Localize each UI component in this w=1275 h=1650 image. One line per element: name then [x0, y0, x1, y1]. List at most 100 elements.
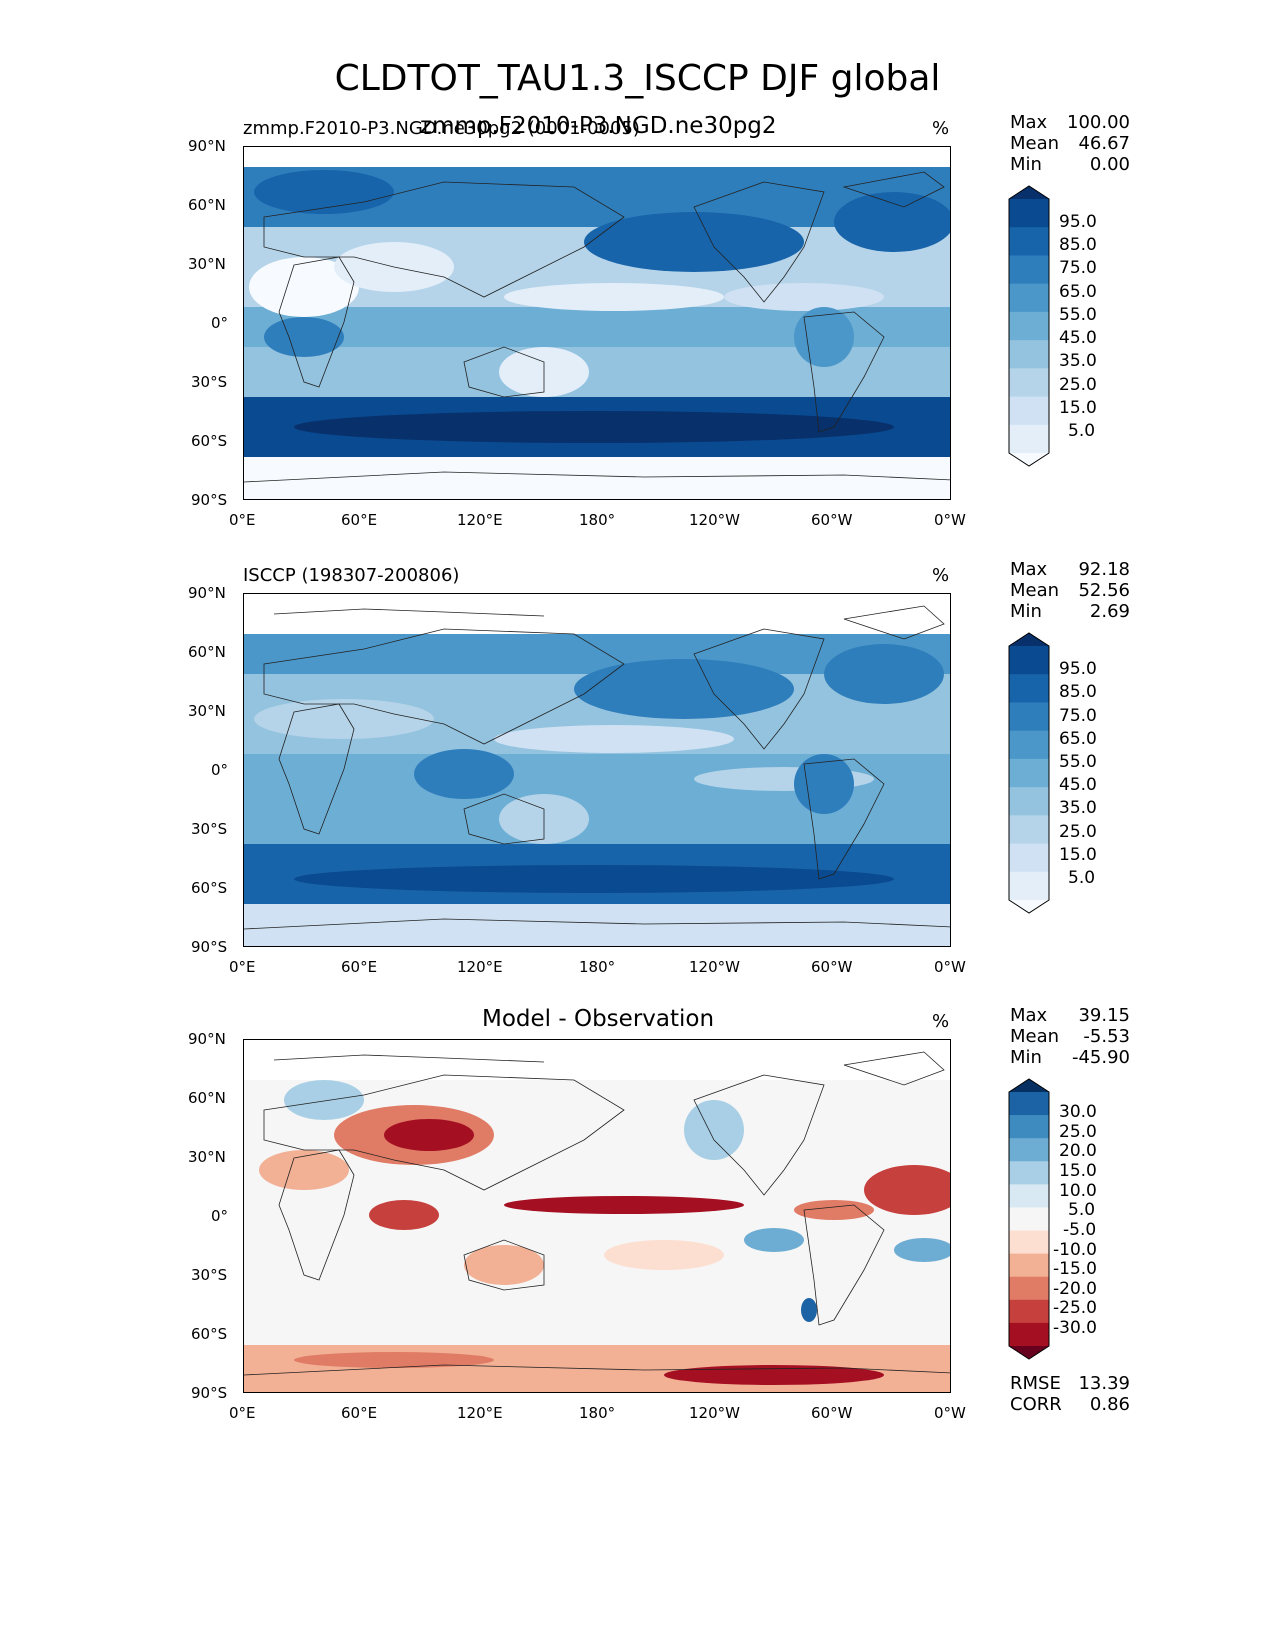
lat-tick: 60°S [191, 1325, 228, 1343]
colorbar-tick: 85.0 [1059, 235, 1097, 255]
lat-tick: 30°N [188, 255, 226, 273]
colorbar-tick: 25.0 [1059, 1122, 1097, 1142]
stat-mean-value: 52.56 [1078, 580, 1130, 601]
map-reference-field [244, 594, 950, 946]
lon-tick: 120°W [689, 958, 740, 976]
colorbar-tick: -25.0 [1053, 1298, 1097, 1318]
lat-tick: 30°S [191, 1266, 228, 1284]
colorbar-extend-top [1009, 1079, 1049, 1092]
colorbar-tick: 5.0 [1068, 421, 1096, 441]
panel-title: zmmp.F2010-P3.NGD.ne30pg2 [420, 113, 777, 139]
colorbar-extend-bottom [1009, 1346, 1049, 1359]
lon-tick: 120°E [457, 511, 503, 529]
colorbar-tick: 55.0 [1059, 305, 1097, 325]
map-test [243, 146, 951, 500]
panel-units: % [932, 1011, 950, 1032]
lat-tick: 60°N [188, 1089, 226, 1107]
colorbar-tick: 35.0 [1059, 798, 1097, 818]
colorbar-bin [1009, 1230, 1049, 1255]
panel-units: % [932, 565, 950, 586]
stat-mean-value: -5.53 [1083, 1026, 1130, 1047]
lon-tick: 60°W [811, 511, 853, 529]
stat-corr-label: CORR [1010, 1394, 1062, 1415]
colorbar-tick: 25.0 [1059, 375, 1097, 395]
stat-mean-label: Mean [1010, 1026, 1060, 1047]
colorbar-bin [1009, 843, 1049, 873]
stat-min-value: -45.90 [1071, 1047, 1130, 1068]
colorbar-bin [1009, 1276, 1049, 1301]
lat-tick: 30°N [188, 1148, 226, 1166]
lon-tick: 180° [579, 958, 616, 976]
lat-tick: 0° [211, 1207, 229, 1225]
colorbar-bin [1009, 646, 1049, 675]
colorbar-bin [1009, 1207, 1049, 1232]
lon-tick: 180° [579, 1404, 616, 1422]
lat-tick: 0° [211, 761, 229, 779]
colorbar-tick: 35.0 [1059, 351, 1097, 371]
lon-tick: 60°E [341, 511, 378, 529]
colorbar-extend-bottom [1009, 453, 1049, 466]
lon-tick: 0°E [229, 1404, 256, 1422]
lon-tick: 60°E [341, 958, 378, 976]
colorbar-bin [1009, 396, 1049, 426]
map-diff-field [244, 1040, 950, 1392]
stat-min-value: 0.00 [1089, 154, 1130, 175]
stat-min-label: Min [1010, 1047, 1042, 1068]
colorbar-bin [1009, 1184, 1049, 1208]
lon-tick: 0°W [934, 511, 966, 529]
lon-tick: 120°W [689, 511, 740, 529]
colorbar-reference [1008, 632, 1050, 914]
colorbar-bin [1009, 702, 1049, 732]
colorbar-bin [1009, 1322, 1049, 1347]
colorbar-tick: 20.0 [1059, 1141, 1097, 1161]
lat-tick: 60°N [188, 196, 226, 214]
lon-tick: 120°E [457, 958, 503, 976]
map-test-field [244, 147, 950, 499]
colorbar-tick: 45.0 [1059, 328, 1097, 348]
stat-max-label: Max [1010, 112, 1048, 133]
stat-max-value: 92.18 [1078, 559, 1130, 580]
stat-rmse-value: 13.39 [1078, 1373, 1130, 1394]
stat-mean-label: Mean [1010, 580, 1060, 601]
colorbar-bin [1009, 1092, 1049, 1116]
lat-tick: 60°S [191, 879, 228, 897]
colorbar-tick: 95.0 [1059, 212, 1097, 232]
colorbar-bin [1009, 340, 1049, 369]
lat-tick: 90°N [188, 1030, 226, 1048]
colorbar-extend-bottom [1009, 900, 1049, 913]
colorbar-outline [1008, 1078, 1050, 1360]
colorbar-bin [1009, 758, 1049, 788]
panel-subtitle-left: ISCCP (198307-200806) [243, 565, 460, 586]
colorbar-extend-top [1009, 186, 1049, 199]
lat-tick: 0° [211, 314, 229, 332]
colorbar-tick: 5.0 [1068, 868, 1096, 888]
stat-min-label: Min [1010, 601, 1042, 622]
lon-tick: 0°E [229, 511, 256, 529]
panel-title: Model - Observation [482, 1006, 715, 1032]
colorbar-tick: 65.0 [1059, 282, 1097, 302]
colorbar-bin [1009, 871, 1049, 901]
lon-tick: 0°W [934, 958, 966, 976]
lon-tick: 60°W [811, 1404, 853, 1422]
lon-tick: 0°E [229, 958, 256, 976]
colorbar-tick: 15.0 [1059, 398, 1097, 418]
lat-tick: 30°N [188, 702, 226, 720]
colorbar-bin [1009, 787, 1049, 816]
colorbar-tick: 25.0 [1059, 822, 1097, 842]
lon-tick: 120°W [689, 1404, 740, 1422]
stat-rmse-label: RMSE [1010, 1373, 1061, 1394]
colorbar-bin [1009, 815, 1049, 845]
stat-min-value: 2.69 [1089, 601, 1130, 622]
colorbar-bin [1009, 368, 1049, 398]
colorbar-diff [1008, 1078, 1050, 1360]
lat-tick: 90°N [188, 584, 226, 602]
colorbar-outline [1008, 185, 1050, 467]
colorbar-bin [1009, 283, 1049, 313]
colorbar-tick: 5.0 [1068, 1200, 1096, 1220]
lon-tick: 120°E [457, 1404, 503, 1422]
lat-tick: 30°S [191, 820, 228, 838]
colorbar-bin [1009, 311, 1049, 341]
stat-max-label: Max [1010, 1005, 1048, 1026]
lat-tick: 90°S [191, 491, 228, 509]
colorbar-bin [1009, 1299, 1049, 1324]
